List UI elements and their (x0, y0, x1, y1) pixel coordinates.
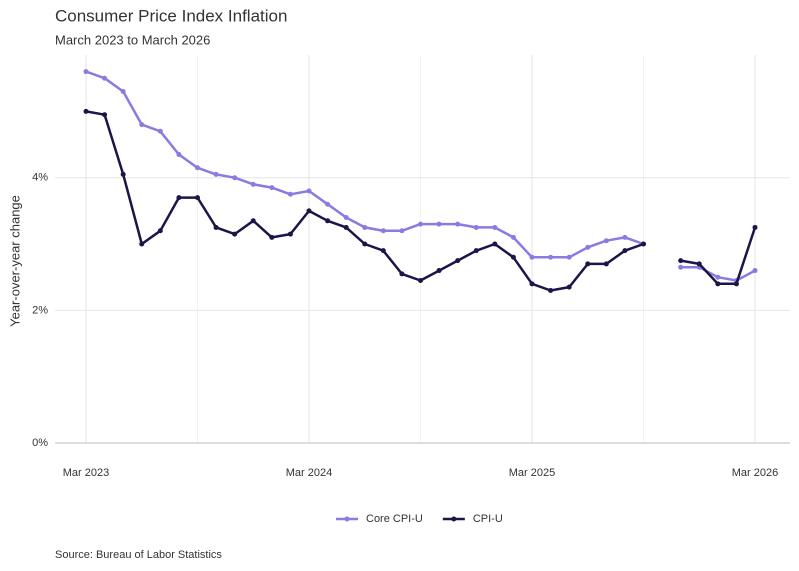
data-point (566, 254, 572, 260)
legend-swatch-dot (451, 516, 457, 522)
x-tick-label: Mar 2025 (509, 467, 555, 479)
source-note: Source: Bureau of Labor Statistics (55, 549, 222, 561)
data-point (157, 128, 163, 134)
data-point (492, 241, 498, 247)
data-point (325, 201, 331, 207)
data-point (269, 234, 275, 240)
data-point (678, 264, 684, 270)
data-point (510, 254, 516, 260)
data-point (102, 112, 108, 118)
data-point (362, 241, 368, 247)
data-point (380, 248, 386, 254)
data-point (603, 261, 609, 267)
data-point (585, 244, 591, 250)
x-tick-label: Mar 2023 (63, 467, 109, 479)
y-tick-label: 4% (32, 172, 48, 184)
data-point (752, 224, 758, 230)
legend-swatch-dot (344, 516, 350, 522)
data-point (622, 248, 628, 254)
data-point (715, 281, 721, 287)
data-point (343, 224, 349, 230)
data-point (287, 191, 293, 197)
data-point (195, 195, 200, 201)
data-point (306, 188, 312, 194)
data-point (418, 221, 423, 227)
data-point (232, 231, 238, 237)
legend-label: Core CPI-U (366, 513, 423, 525)
data-point (418, 278, 423, 284)
data-point (139, 122, 145, 128)
data-point (641, 241, 646, 247)
data-point (306, 208, 312, 214)
data-point (622, 234, 628, 240)
data-point (195, 165, 200, 171)
data-point (325, 218, 331, 224)
data-point (399, 271, 405, 277)
data-point (213, 224, 219, 230)
y-axis-label: Year-over-year change (7, 195, 22, 327)
data-point (715, 274, 721, 280)
data-point (529, 254, 535, 260)
data-point (83, 69, 89, 75)
data-point (585, 261, 591, 267)
chart-title: Consumer Price Index Inflation (55, 6, 287, 25)
data-point (157, 228, 163, 234)
data-point (139, 241, 145, 247)
y-tick-label: 2% (32, 304, 48, 316)
data-point (102, 75, 108, 81)
data-point (436, 221, 442, 227)
data-point (566, 284, 572, 290)
data-point (733, 281, 739, 287)
data-point (455, 258, 461, 264)
data-point (399, 228, 405, 234)
data-point (529, 281, 535, 287)
data-point (436, 268, 442, 274)
data-point (492, 224, 498, 230)
legend-label: CPI-U (473, 513, 503, 525)
x-tick-label: Mar 2026 (732, 467, 778, 479)
data-point (287, 231, 293, 237)
data-point (473, 248, 479, 254)
data-point (473, 224, 479, 230)
chart-subtitle: March 2023 to March 2026 (55, 32, 210, 47)
data-point (603, 238, 609, 244)
data-point (176, 195, 182, 201)
data-point (232, 175, 238, 181)
y-tick-label: 0% (32, 437, 48, 449)
data-point (362, 224, 368, 230)
data-point (213, 171, 219, 177)
data-point (548, 287, 554, 293)
data-point (120, 88, 126, 94)
data-point (83, 108, 89, 114)
data-point (120, 171, 126, 177)
data-point (696, 261, 702, 267)
data-point (250, 218, 256, 224)
data-point (343, 214, 349, 220)
x-tick-label: Mar 2024 (286, 467, 332, 479)
data-point (176, 151, 182, 157)
data-point (455, 221, 461, 227)
data-point (250, 181, 256, 187)
data-point (269, 185, 275, 191)
data-point (548, 254, 554, 260)
data-point (510, 234, 516, 240)
data-point (678, 258, 684, 264)
data-point (752, 268, 758, 274)
data-point (380, 228, 386, 234)
